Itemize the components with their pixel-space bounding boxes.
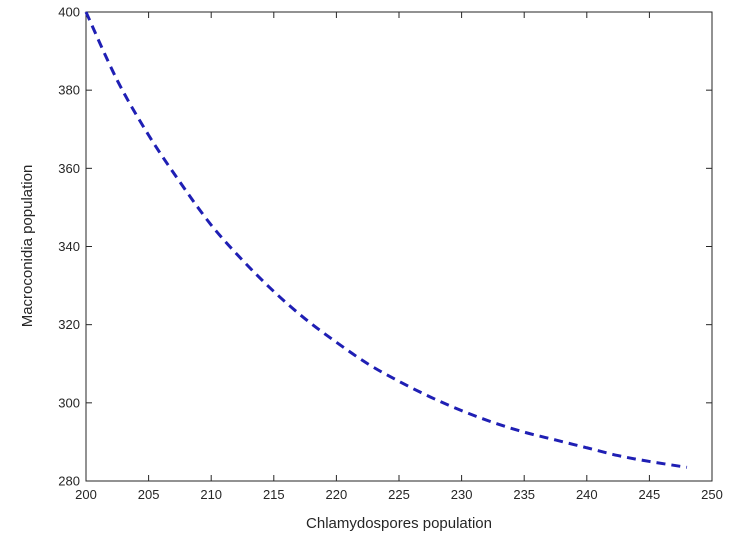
x-tick-label-9: 245 bbox=[639, 487, 661, 502]
tick-labels: 200 205 210 215 220 225 230 235 240 245 250 280 300 3… bbox=[58, 5, 723, 503]
axis-ticks bbox=[85, 11, 713, 482]
x-tick-label-3: 215 bbox=[263, 487, 285, 502]
x-tick-label-4: 220 bbox=[326, 487, 348, 502]
series-line-0 bbox=[84, 11, 688, 469]
x-tick-label-8: 240 bbox=[576, 487, 598, 502]
y-tick-label-5: 380 bbox=[58, 83, 80, 98]
y-tick-label-4: 360 bbox=[58, 161, 80, 176]
x-tick-label-0: 200 bbox=[75, 487, 97, 502]
x-tick-label-10: 250 bbox=[701, 487, 723, 502]
y-tick-label-0: 280 bbox=[58, 474, 80, 489]
data-series bbox=[84, 11, 688, 469]
y-axis-label: Macroconidia population bbox=[19, 165, 36, 328]
x-tick-label-1: 205 bbox=[138, 487, 160, 502]
x-tick-label-2: 210 bbox=[200, 487, 222, 502]
y-tick-label-3: 340 bbox=[58, 239, 80, 254]
x-tick-label-6: 230 bbox=[451, 487, 473, 502]
y-tick-label-1: 300 bbox=[58, 395, 80, 410]
x-tick-label-5: 225 bbox=[388, 487, 410, 502]
y-tick-label-2: 320 bbox=[58, 317, 80, 332]
plot-area bbox=[85, 11, 713, 482]
x-tick-label-7: 235 bbox=[513, 487, 535, 502]
y-tick-label-6: 400 bbox=[58, 5, 80, 20]
x-axis-label: Chlamydospores population bbox=[306, 515, 492, 532]
